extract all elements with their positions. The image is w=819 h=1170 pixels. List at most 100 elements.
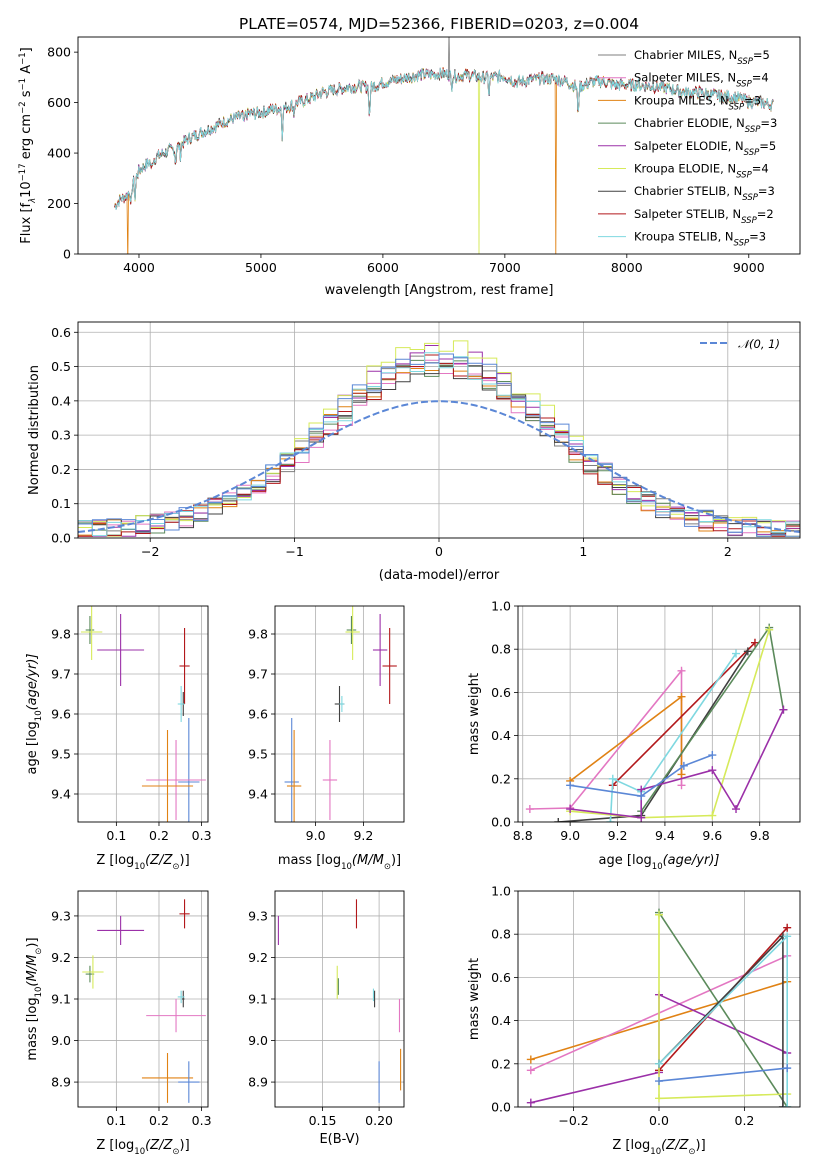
series-marker	[783, 1064, 792, 1073]
x-tick-label: 0.2	[149, 828, 169, 843]
legend-entry: Salpeter STELIB, NSSP=2	[634, 207, 774, 226]
error-point	[177, 990, 185, 1004]
chart-title: PLATE=0574, MJD=52366, FIBERID=0203, z=0…	[239, 15, 639, 33]
series-salpeter-elodie	[566, 705, 788, 822]
x-axis-label-part: (age/yr)]	[663, 853, 720, 868]
series-line	[658, 912, 788, 1107]
y-tick-label: 0.2	[491, 771, 511, 786]
y-tick-label: 0	[63, 247, 71, 262]
error-point	[286, 730, 302, 822]
axes-frame	[77, 605, 209, 823]
series-marker	[677, 770, 686, 779]
plot-area-age-vs-Z	[78, 606, 208, 822]
axes-frame	[274, 605, 405, 823]
series-chabrier-elodie	[655, 908, 792, 1107]
series-marker	[637, 813, 646, 822]
x-axis-label-part: ⊙	[688, 1147, 695, 1157]
series-line	[569, 754, 713, 797]
y-tick-label: 200	[47, 196, 71, 211]
series-marker	[679, 761, 688, 770]
series-line	[612, 642, 756, 786]
y-tick-label: 0.0	[491, 1100, 511, 1115]
y-tick-label: 0.4	[491, 728, 511, 743]
y-tick-label: 9.4	[51, 787, 71, 802]
x-axis-label-part: Z [log	[612, 1138, 650, 1153]
y-axis-label-part: ⊙	[34, 948, 44, 955]
x-axis-label-part: )]	[696, 1138, 706, 1153]
y-tick-label: 1.0	[491, 599, 511, 614]
x-axis-label-part: Z [log	[96, 1138, 134, 1153]
legend-sub: SSP	[741, 216, 757, 226]
legend-label: Kroupa MILES, N	[634, 93, 729, 107]
x-axis-label-part: (Z/Z	[145, 1138, 173, 1153]
legend-label: Chabrier ELODIE, N	[634, 116, 745, 130]
legend-sub: SSP	[734, 239, 750, 249]
legend-sub: SSP	[736, 80, 752, 90]
series-marker	[783, 1103, 792, 1107]
y-tick-label: 0.1	[51, 496, 71, 511]
y-axis-label-part: −1	[18, 78, 28, 91]
series-line	[658, 1067, 788, 1082]
y-axis-label-part: (age/yr)]	[25, 654, 40, 711]
y-axis-label: Normed distribution	[27, 365, 42, 495]
axes-mass-vs-EBV: 0.15 0.20 8.9 9.0 9.1 9.2 9.3 E(B-V)	[248, 890, 405, 1147]
y-tick-label: 0.8	[491, 642, 511, 657]
error-point	[179, 899, 190, 929]
legend-entry: Kroupa MILES, NSSP=3	[634, 93, 761, 112]
series-marker	[525, 805, 534, 814]
series-marker	[677, 781, 686, 790]
x-tick-label: 8000	[611, 260, 643, 275]
axes-age-vs-Z: 0.1 0.2 0.39.49.59.69.79.8Z [log10(Z/Z⊙)]a…	[25, 605, 212, 872]
plot-area-massweight-vs-age	[518, 606, 800, 822]
x-tick-label: 9.0	[306, 828, 326, 843]
y-tick-label: 0.5	[51, 359, 71, 374]
axes-frame	[517, 890, 801, 1108]
error-point	[284, 718, 299, 822]
y-axis-label-part: 10	[19, 181, 34, 198]
x-axis-label-part: 10	[134, 862, 145, 872]
x-tick-label: 0.15	[309, 1113, 337, 1128]
legend-sub: SSP	[737, 57, 753, 67]
y-axis-label-part: s	[19, 90, 34, 101]
x-tick-label: 0.0	[649, 1113, 669, 1128]
legend-label: Kroupa STELIB, N	[634, 230, 734, 244]
y-tick-label: 9.1	[248, 992, 268, 1007]
axes-frame	[274, 890, 405, 1108]
y-tick-label: 9.8	[248, 627, 268, 642]
legend-entry: Chabrier ELODIE, NSSP=3	[634, 116, 777, 135]
series-marker	[526, 1098, 535, 1107]
legend-value: =4	[752, 162, 769, 176]
series-marker	[637, 792, 646, 801]
x-axis-label: Z [log10(Z/Z⊙)]	[96, 1138, 189, 1157]
y-tick-label: 0.0	[491, 815, 511, 830]
x-tick-label: 9.8	[750, 828, 770, 843]
y-axis-label-part: 10	[34, 987, 44, 998]
y-tick-label: 9.0	[51, 1033, 71, 1048]
spectrum-line-kroupa-stelib	[114, 67, 774, 210]
x-tick-label: 7000	[489, 260, 521, 275]
series-marker	[554, 818, 563, 822]
legend-value: =2	[757, 207, 774, 221]
legend-entry: Salpeter ELODIE, NSSP=5	[634, 139, 776, 158]
series-marker	[655, 910, 663, 919]
y-tick-label: 0.6	[51, 325, 71, 340]
x-tick-label: −2	[141, 544, 159, 559]
y-tick-label: 400	[47, 146, 71, 161]
x-axis-label: wavelength [Angstrom, rest frame]	[325, 283, 554, 298]
plot-area-mass-vs-Z	[78, 891, 208, 1107]
x-axis-label-part: 10	[650, 1147, 661, 1157]
legend-value: =4	[752, 71, 769, 85]
legend-entry: Kroupa ELODIE, NSSP=4	[634, 162, 769, 181]
y-axis-label-part: )]	[25, 937, 40, 947]
x-tick-label: 6000	[367, 260, 399, 275]
y-tick-label: 800	[47, 45, 71, 60]
series-marker	[566, 781, 575, 790]
axes-residuals: −2 −1 0 1 2 0.0 0.1 0.2 0.3 0.4 0.5 0.6 (data-model)…	[27, 321, 801, 583]
x-axis-label-part: )]	[180, 1138, 190, 1153]
y-tick-label: 8.9	[51, 1075, 71, 1090]
error-point	[179, 628, 190, 704]
x-axis-label: age [log10(age/yr)]	[599, 853, 720, 872]
y-tick-label: 0.0	[51, 531, 71, 546]
series-marker	[655, 1059, 663, 1068]
